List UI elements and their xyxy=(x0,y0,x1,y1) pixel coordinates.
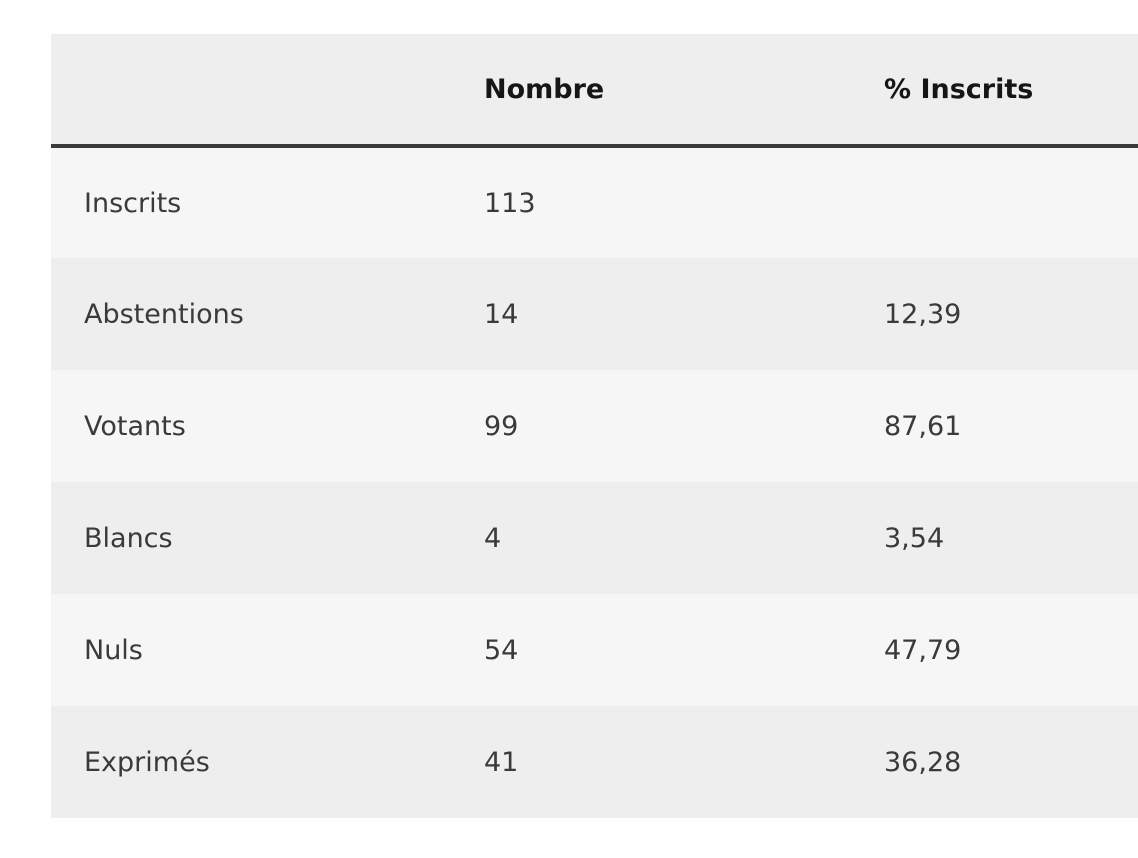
row-pct: 12,39 xyxy=(884,298,962,330)
table-row-abstentions: Abstentions 14 12,39 xyxy=(51,258,1138,370)
row-nombre: 99 xyxy=(484,410,519,442)
table-row-exprimes: Exprimés 41 36,28 xyxy=(51,706,1138,818)
row-nombre: 4 xyxy=(484,522,502,554)
row-nombre: 113 xyxy=(484,187,536,219)
row-label: Votants xyxy=(84,410,186,442)
row-label: Exprimés xyxy=(84,746,210,778)
row-nombre: 54 xyxy=(484,634,519,666)
row-label: Blancs xyxy=(84,522,173,554)
row-label: Abstentions xyxy=(84,298,244,330)
row-pct: 3,54 xyxy=(884,522,945,554)
row-label: Nuls xyxy=(84,634,143,666)
row-pct: 47,79 xyxy=(884,634,962,666)
table-row-votants: Votants 99 87,61 xyxy=(51,370,1138,482)
results-table: Nombre % Inscrits Inscrits 113 Abstentio… xyxy=(51,34,1138,818)
table-row-inscrits: Inscrits 113 xyxy=(51,146,1138,258)
header-nombre: Nombre xyxy=(451,34,851,148)
header-label xyxy=(51,34,451,148)
row-pct: 36,28 xyxy=(884,746,962,778)
row-pct xyxy=(851,146,1138,258)
row-pct: 87,61 xyxy=(884,410,962,442)
row-nombre: 41 xyxy=(484,746,519,778)
results-table-container: Nombre % Inscrits Inscrits 113 Abstentio… xyxy=(51,34,1138,818)
table-row-blancs: Blancs 4 3,54 xyxy=(51,482,1138,594)
row-nombre: 14 xyxy=(484,298,519,330)
row-label: Inscrits xyxy=(84,187,182,219)
table-row-nuls: Nuls 54 47,79 xyxy=(51,594,1138,706)
header-pct-inscrits: % Inscrits xyxy=(851,34,1138,148)
table-header-row: Nombre % Inscrits xyxy=(51,34,1138,148)
